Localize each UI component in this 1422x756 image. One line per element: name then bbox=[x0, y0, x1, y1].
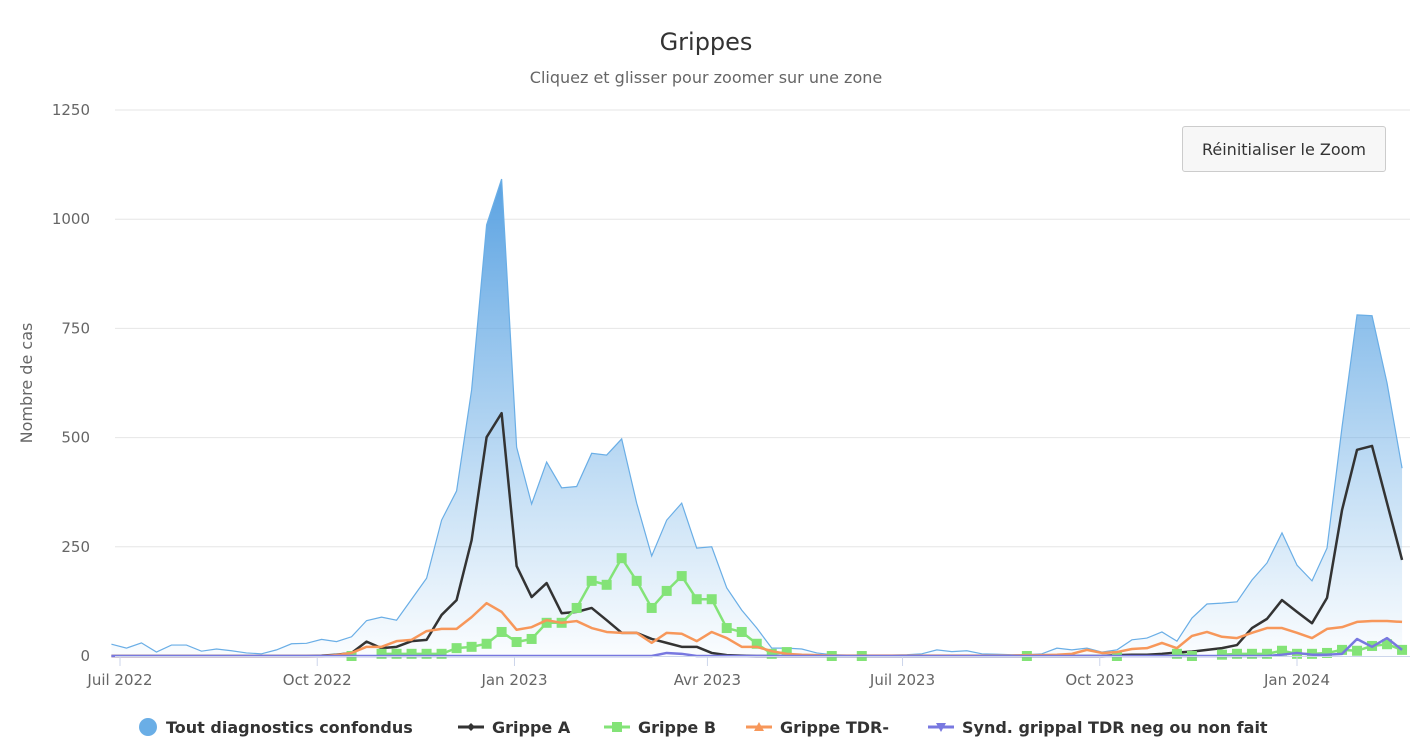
y-tick-label: 1250 bbox=[52, 101, 90, 119]
data-point-square bbox=[376, 648, 387, 659]
legend-label: Synd. grippal TDR neg ou non fait bbox=[962, 717, 1268, 737]
chart-subtitle: Cliquez et glisser pour zoomer sur une z… bbox=[529, 68, 883, 87]
data-point-square bbox=[1322, 647, 1333, 658]
data-point-square bbox=[691, 594, 702, 605]
y-axis-title: Nombre de cas bbox=[17, 323, 36, 444]
legend-label: Tout diagnostics confondus bbox=[166, 717, 413, 737]
data-point-square bbox=[541, 617, 552, 628]
data-point-square bbox=[736, 626, 747, 637]
data-point-square bbox=[391, 648, 402, 659]
data-point-square bbox=[601, 579, 612, 590]
data-point-square bbox=[1337, 644, 1348, 655]
legend-label: Grippe B bbox=[638, 717, 717, 737]
data-point-square bbox=[631, 575, 642, 586]
data-point-square bbox=[1276, 645, 1287, 656]
data-point-square bbox=[406, 648, 417, 659]
data-point-square bbox=[481, 638, 492, 649]
x-tick-label: Oct 2023 bbox=[1065, 671, 1134, 689]
y-tick-label: 500 bbox=[61, 429, 90, 447]
square-legend-icon bbox=[604, 722, 630, 732]
legend-item[interactable]: Grippe B bbox=[604, 714, 716, 740]
data-point-square bbox=[721, 623, 732, 634]
data-point-square bbox=[766, 648, 777, 659]
legend-item[interactable]: Tout diagnostics confondus bbox=[138, 714, 413, 740]
data-point-square bbox=[661, 585, 672, 596]
x-tick-label: Avr 2023 bbox=[674, 671, 741, 689]
legend-label: Grippe A bbox=[492, 717, 571, 737]
data-point-square bbox=[421, 648, 432, 659]
legend: Tout diagnostics confondus Grippe A Grippe… bbox=[0, 714, 1422, 740]
legend-item[interactable]: Synd. grippal TDR neg ou non fait bbox=[928, 714, 1268, 740]
triangle-legend-icon bbox=[746, 722, 772, 731]
data-point-square bbox=[1382, 639, 1393, 650]
data-point-square bbox=[1231, 648, 1242, 659]
legend-item[interactable]: Grippe A bbox=[458, 714, 570, 740]
data-point-square bbox=[706, 594, 717, 605]
x-tick-label: Juil 2022 bbox=[86, 671, 152, 689]
data-point-square bbox=[1171, 648, 1182, 659]
data-point-square bbox=[751, 638, 762, 649]
data-point-square bbox=[526, 633, 537, 644]
x-tick-label: Jan 2024 bbox=[1263, 671, 1330, 689]
x-tick-label: Oct 2022 bbox=[283, 671, 352, 689]
data-point-square bbox=[612, 722, 622, 732]
y-tick-label: 250 bbox=[61, 538, 90, 556]
data-point-square bbox=[1261, 648, 1272, 659]
diamond-legend-icon bbox=[458, 723, 484, 731]
data-point-square bbox=[571, 602, 582, 613]
data-point-square bbox=[1216, 649, 1227, 660]
reset-zoom-button[interactable]: Réinitialiser le Zoom bbox=[1182, 126, 1386, 172]
area-line bbox=[111, 178, 1403, 657]
data-point-triangle-down bbox=[936, 723, 946, 732]
y-tick-label: 1000 bbox=[52, 210, 90, 228]
data-point-square bbox=[616, 553, 627, 564]
data-point-square bbox=[511, 637, 522, 648]
area-fill bbox=[111, 179, 1403, 656]
data-point-square bbox=[781, 647, 792, 658]
data-point-square bbox=[676, 571, 687, 582]
chart-title: Grippes bbox=[659, 28, 753, 56]
data-point-square bbox=[496, 626, 507, 637]
series-tout-diagnostics-confondus bbox=[111, 178, 1403, 657]
legend-label: Grippe TDR- bbox=[780, 717, 889, 737]
data-point-square bbox=[1246, 648, 1257, 659]
x-tick-label: Jan 2023 bbox=[480, 671, 547, 689]
y-tick-label: 0 bbox=[80, 647, 90, 665]
y-tick-label: 750 bbox=[61, 319, 90, 337]
data-point-square bbox=[646, 602, 657, 613]
triangle-down-legend-icon bbox=[928, 723, 954, 732]
chart-plot[interactable]: 0 250 500 750 1000 1250 Juil 2022 Oct 2022 Jan 2… bbox=[0, 0, 1422, 710]
circle-legend-icon bbox=[139, 718, 157, 736]
data-point-square bbox=[466, 641, 477, 652]
legend-item[interactable]: Grippe TDR- bbox=[746, 714, 889, 740]
data-point-square bbox=[436, 648, 447, 659]
data-point-square bbox=[451, 643, 462, 654]
data-point-square bbox=[1352, 645, 1363, 656]
data-point-diamond bbox=[467, 723, 475, 731]
x-tick-label: Juil 2023 bbox=[869, 671, 935, 689]
data-point-square bbox=[586, 575, 597, 586]
data-point-triangle bbox=[754, 722, 764, 731]
